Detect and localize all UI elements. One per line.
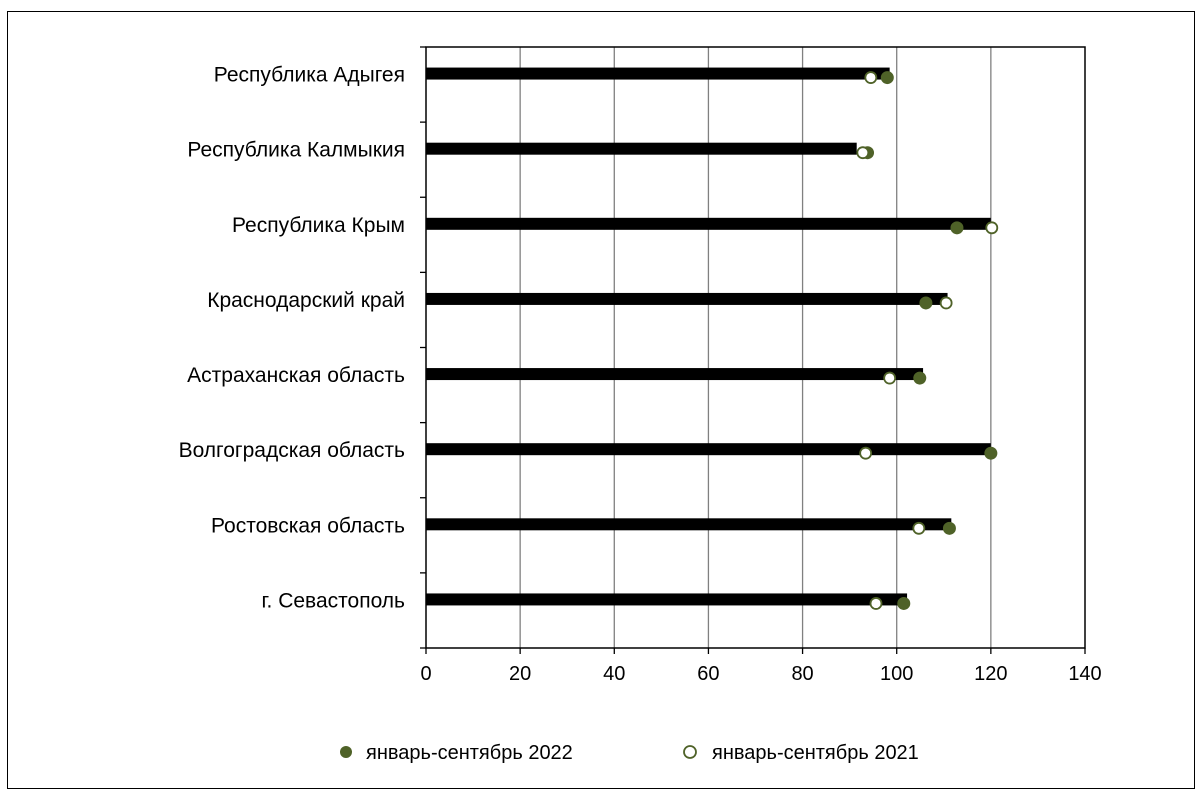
bar bbox=[426, 67, 890, 80]
x-tick-label: 0 bbox=[420, 663, 431, 685]
x-tick-label: 80 bbox=[791, 663, 813, 685]
legend-marker-2022 bbox=[340, 746, 352, 758]
marker-2022 bbox=[880, 71, 894, 85]
marker-2021 bbox=[869, 597, 883, 610]
category-label: Республика Крым bbox=[232, 214, 405, 237]
marker-2021 bbox=[864, 71, 878, 84]
marker-2021 bbox=[912, 521, 926, 535]
bar bbox=[426, 593, 908, 606]
marker-2022 bbox=[919, 296, 933, 310]
bars-layer bbox=[426, 67, 991, 606]
bar bbox=[426, 142, 857, 155]
category-label: г. Севастополь bbox=[261, 589, 405, 612]
legend-marker-2021 bbox=[683, 745, 697, 759]
legend: январь-сентябрь 2022 январь-сентябрь 2021 bbox=[340, 742, 919, 764]
markers-layer bbox=[856, 71, 999, 610]
marker-2021 bbox=[883, 371, 897, 385]
marker-2021 bbox=[985, 221, 999, 235]
x-tick-label: 100 bbox=[880, 663, 913, 685]
category-label: Ростовская область bbox=[211, 514, 405, 537]
marker-2022 bbox=[913, 371, 927, 385]
marker-2021 bbox=[859, 446, 873, 460]
marker-2022 bbox=[897, 596, 911, 610]
bar bbox=[426, 443, 991, 456]
legend-label-2022: январь-сентябрь 2022 bbox=[366, 742, 573, 764]
bar bbox=[426, 217, 991, 230]
x-tick-label: 120 bbox=[974, 663, 1007, 685]
marker-2022 bbox=[950, 221, 964, 235]
category-label: Республика Адыгея bbox=[214, 64, 405, 87]
marker-2021 bbox=[939, 296, 953, 310]
x-tick-label: 140 bbox=[1068, 663, 1101, 685]
category-label: Республика Калмыкия bbox=[187, 139, 405, 162]
x-tick-label: 60 bbox=[697, 663, 719, 685]
legend-label-2021: январь-сентябрь 2021 bbox=[712, 742, 919, 764]
bar bbox=[426, 292, 948, 305]
bar bbox=[426, 518, 952, 531]
category-label: Астраханская область bbox=[187, 364, 405, 387]
marker-2022 bbox=[942, 521, 956, 535]
category-label: Волгоградская область bbox=[179, 439, 405, 462]
plot-area-border bbox=[425, 46, 1086, 649]
bar bbox=[426, 368, 924, 381]
x-tick-label: 20 bbox=[509, 663, 531, 685]
category-label: Краснодарский край bbox=[207, 289, 405, 312]
chart-frame bbox=[7, 11, 1195, 789]
marker-2022 bbox=[984, 446, 998, 460]
x-tick-label: 40 bbox=[603, 663, 625, 685]
grid-layer bbox=[420, 46, 1086, 654]
marker-2021 bbox=[856, 146, 870, 160]
labels-layer: 0 20 40 60 80 100 120 140 Республика Адыгея Респу… bbox=[179, 64, 1102, 685]
